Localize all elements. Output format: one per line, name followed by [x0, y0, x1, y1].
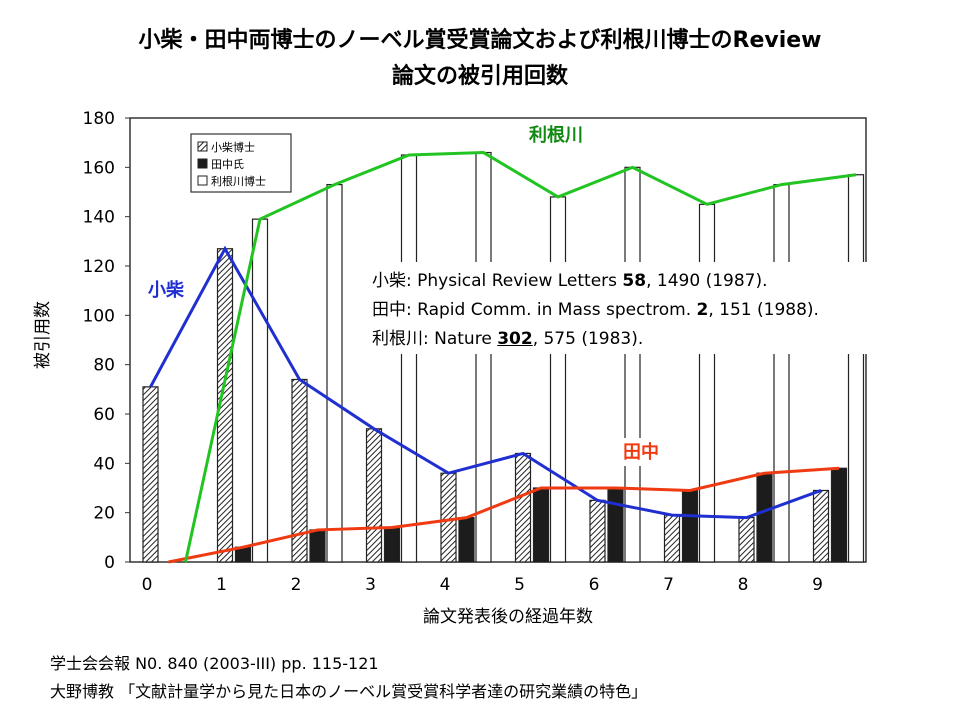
series-label-bg [607, 438, 675, 466]
x-tick-label: 3 [365, 575, 376, 595]
bar-series-1 [383, 526, 401, 563]
reference-tanaka: 田中: Rapid Comm. in Mass spectrom. 2, 151… [372, 300, 819, 320]
bar-series-0 [738, 516, 755, 563]
legend-swatch [197, 158, 208, 169]
legend-label: 小柴博士 [211, 140, 255, 154]
bar-series-1 [756, 472, 773, 563]
y-tick-label: 20 [93, 504, 115, 524]
series-label-1: 田中 [623, 441, 659, 463]
line-series-2 [184, 151, 857, 563]
y-tick-label: 80 [93, 356, 115, 376]
bar-series-2 [400, 154, 418, 563]
y-tick-label: 180 [83, 109, 115, 129]
bar-series-0 [365, 428, 383, 563]
reference-box: 小柴: Physical Review Letters 58, 1490 (19… [368, 262, 888, 354]
legend-swatch [197, 141, 208, 152]
y-tick-label: 0 [104, 553, 115, 573]
bar-series-1 [681, 489, 699, 563]
x-tick-label: 7 [663, 575, 674, 595]
footer-source: 学士会会報 N0. 840 (2003-III) pp. 115-121 [50, 654, 379, 673]
x-tick-label: 9 [812, 575, 823, 595]
chart-title-line2: 論文の被引用回数 [391, 64, 568, 89]
x-tick-label: 6 [589, 575, 600, 595]
y-tick-label: 120 [83, 257, 115, 277]
y-tick-label: 60 [93, 405, 115, 425]
legend-frame [190, 133, 292, 193]
bar-series-2 [475, 151, 492, 563]
bar-series-2 [251, 218, 269, 563]
chart-title-line1: 小柴・田中両博士のノーベル賞受賞論文および利根川博士のReview [138, 28, 822, 53]
bar-series-0 [812, 489, 830, 563]
bar-series-2 [326, 184, 343, 563]
bar-series-0 [663, 514, 681, 563]
bar-series-1 [309, 529, 326, 563]
x-tick-label: 1 [216, 575, 227, 595]
bar-series-0 [514, 452, 532, 563]
bar-series-0 [589, 499, 606, 563]
bar-series-2 [624, 166, 641, 563]
legend-label: 利根川博士 [211, 174, 266, 188]
bar-series-2 [549, 196, 567, 563]
bar-series-1 [532, 487, 550, 563]
x-tick-label: 8 [738, 575, 749, 595]
legend-label: 田中氏 [211, 158, 244, 171]
bar-series-1 [607, 487, 624, 563]
line-series-0 [149, 245, 822, 520]
x-tick-label: 4 [440, 575, 451, 595]
footer-article: 大野博教 「文献計量学から見た日本のノーベル賞受賞科学者達の研究業績の特色」 [50, 682, 648, 701]
x-tick-label: 2 [291, 575, 302, 595]
bar-series-1 [830, 467, 848, 563]
x-tick-label: 0 [142, 575, 153, 595]
line-series-1 [168, 466, 840, 564]
reference-koshiba: 小柴: Physical Review Letters 58, 1490 (19… [372, 271, 768, 291]
bar-series-2 [847, 174, 865, 563]
x-tick-label: 5 [514, 575, 525, 595]
y-axis-label: 被引用数 [33, 301, 53, 369]
x-axis-label: 論文発表後の経過年数 [423, 607, 593, 627]
y-tick-label: 100 [83, 306, 115, 326]
y-tick-label: 40 [93, 454, 115, 474]
legend-swatch [197, 175, 208, 186]
y-tick-label: 140 [83, 208, 115, 228]
reference-tonegawa: 利根川: Nature 302, 575 (1983). [372, 329, 644, 349]
bar-series-0 [142, 386, 159, 563]
series-label-2: 利根川 [529, 124, 583, 146]
bar-series-2 [698, 203, 716, 563]
bar-series-0 [440, 472, 457, 563]
series-label-0: 小柴 [148, 279, 185, 301]
y-tick-label: 160 [83, 158, 115, 178]
bar-series-1 [458, 516, 475, 563]
